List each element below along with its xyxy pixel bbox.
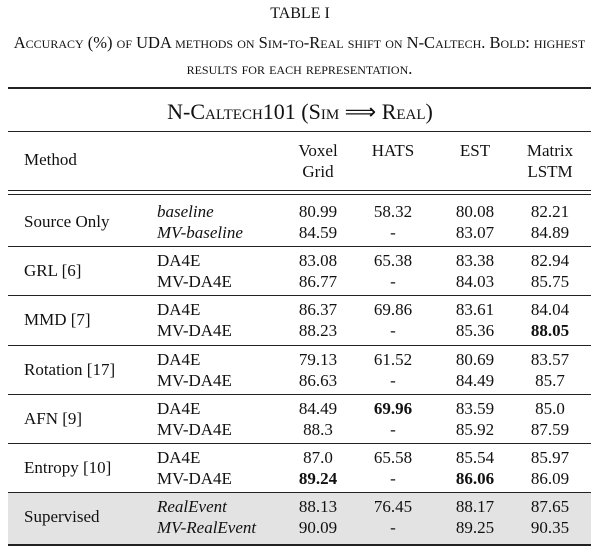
cell: 89.25 [455, 518, 495, 538]
cell: 88.17 [455, 497, 495, 517]
caption: Accuracy (%) of UDA methods on Sim-to-Re… [13, 33, 586, 78]
cell: 84.89 [530, 223, 570, 242]
cell: 83.38 [455, 251, 495, 271]
cell: 83.57 [530, 349, 570, 369]
variant: baseline [157, 202, 214, 221]
rule [8, 492, 591, 494]
variant: MV-DA4E [157, 469, 232, 488]
cell: 84.59 [298, 223, 338, 242]
cell: 87.59 [530, 419, 570, 439]
method: Rotation [17] [24, 359, 116, 379]
cell: 85.7 [535, 370, 565, 390]
variant: DA4E [157, 398, 201, 418]
method: Supervised [24, 507, 100, 527]
cell: 80.69 [455, 349, 495, 369]
cell: 83.59 [455, 398, 495, 418]
cell: 88.13 [298, 497, 338, 517]
table-title: N-Caltech101 (Sim ⟹ Real) [167, 99, 433, 124]
method: Entropy [10] [24, 458, 112, 477]
rule [8, 246, 591, 248]
cell: - [390, 370, 396, 390]
cell: 87.0 [303, 448, 333, 467]
variant: DA4E [157, 251, 201, 271]
cell: 80.99 [298, 202, 338, 221]
cell: 65.38 [373, 251, 413, 271]
cell: 85.54 [455, 448, 495, 467]
rule [8, 443, 591, 444]
bottom-rule [8, 544, 591, 546]
cell: 83.07 [455, 223, 495, 242]
variant: MV-DA4E [157, 370, 232, 390]
cell: 58.32 [373, 202, 413, 221]
variant: DA4E [157, 300, 201, 320]
cell: 88.05 [530, 321, 570, 341]
cell: 86.06 [455, 469, 495, 488]
rule [8, 295, 591, 297]
variant: MV-RealEvent [157, 518, 257, 538]
variant: DA4E [157, 349, 201, 369]
column-header: HATS [371, 141, 415, 160]
variant: MV-DA4E [157, 419, 232, 439]
cell: - [390, 321, 396, 341]
cell: 86.63 [298, 370, 338, 390]
cell: 84.04 [530, 300, 570, 320]
top-rule [8, 87, 591, 89]
variant: MV-DA4E [157, 272, 232, 292]
method: AFN [9] [24, 408, 83, 428]
table-label: TABLE I [270, 5, 330, 22]
cell: 86.09 [530, 469, 570, 488]
column-header: EST [459, 141, 491, 160]
cell: 84.49 [455, 370, 495, 390]
cell: 79.13 [298, 349, 338, 369]
column-header: Method [24, 150, 77, 169]
cell: 65.58 [373, 448, 413, 467]
variant: MV-baseline [157, 223, 243, 242]
cell: 85.0 [535, 398, 565, 418]
cell: 86.77 [298, 272, 338, 292]
cell: 83.61 [455, 300, 495, 320]
cell: 83.08 [298, 251, 338, 271]
rule [8, 190, 591, 191]
cell: 84.49 [298, 398, 338, 418]
cell: 88.3 [303, 419, 333, 439]
cell: 85.92 [455, 419, 495, 439]
column-header: Voxel Grid [298, 141, 338, 181]
cell: - [390, 469, 396, 488]
cell: - [390, 419, 396, 439]
cell: 86.37 [298, 300, 338, 320]
rule [8, 344, 591, 346]
cell: 82.94 [530, 251, 570, 271]
rule [8, 194, 591, 195]
rule [8, 393, 591, 395]
column-header: Matrix LSTM [526, 141, 574, 181]
cell: 85.97 [530, 448, 570, 467]
cell: 85.75 [530, 272, 570, 292]
method: Source Only [24, 212, 110, 231]
cell: 76.45 [373, 497, 413, 517]
cell: 61.52 [373, 349, 413, 369]
cell: 87.65 [530, 497, 570, 517]
cell: 84.03 [455, 272, 495, 292]
cell: 69.96 [373, 398, 413, 418]
cell: - [390, 223, 396, 242]
variant: RealEvent [157, 497, 227, 517]
method: GRL [6] [24, 261, 82, 281]
variant: DA4E [157, 448, 201, 467]
cell: 89.24 [298, 469, 338, 488]
cell: 88.23 [298, 321, 338, 341]
cell: 90.09 [298, 518, 338, 538]
rule [8, 131, 591, 132]
cell: 90.35 [530, 518, 570, 538]
variant: MV-DA4E [157, 321, 232, 341]
cell: - [390, 518, 396, 538]
shaded-band [8, 492, 591, 544]
cell: 69.86 [373, 300, 413, 320]
cell: 82.21 [530, 202, 570, 221]
cell: - [390, 272, 396, 292]
cell: 85.36 [455, 321, 495, 341]
cell: 80.08 [455, 202, 495, 221]
method: MMD [7] [24, 310, 91, 330]
